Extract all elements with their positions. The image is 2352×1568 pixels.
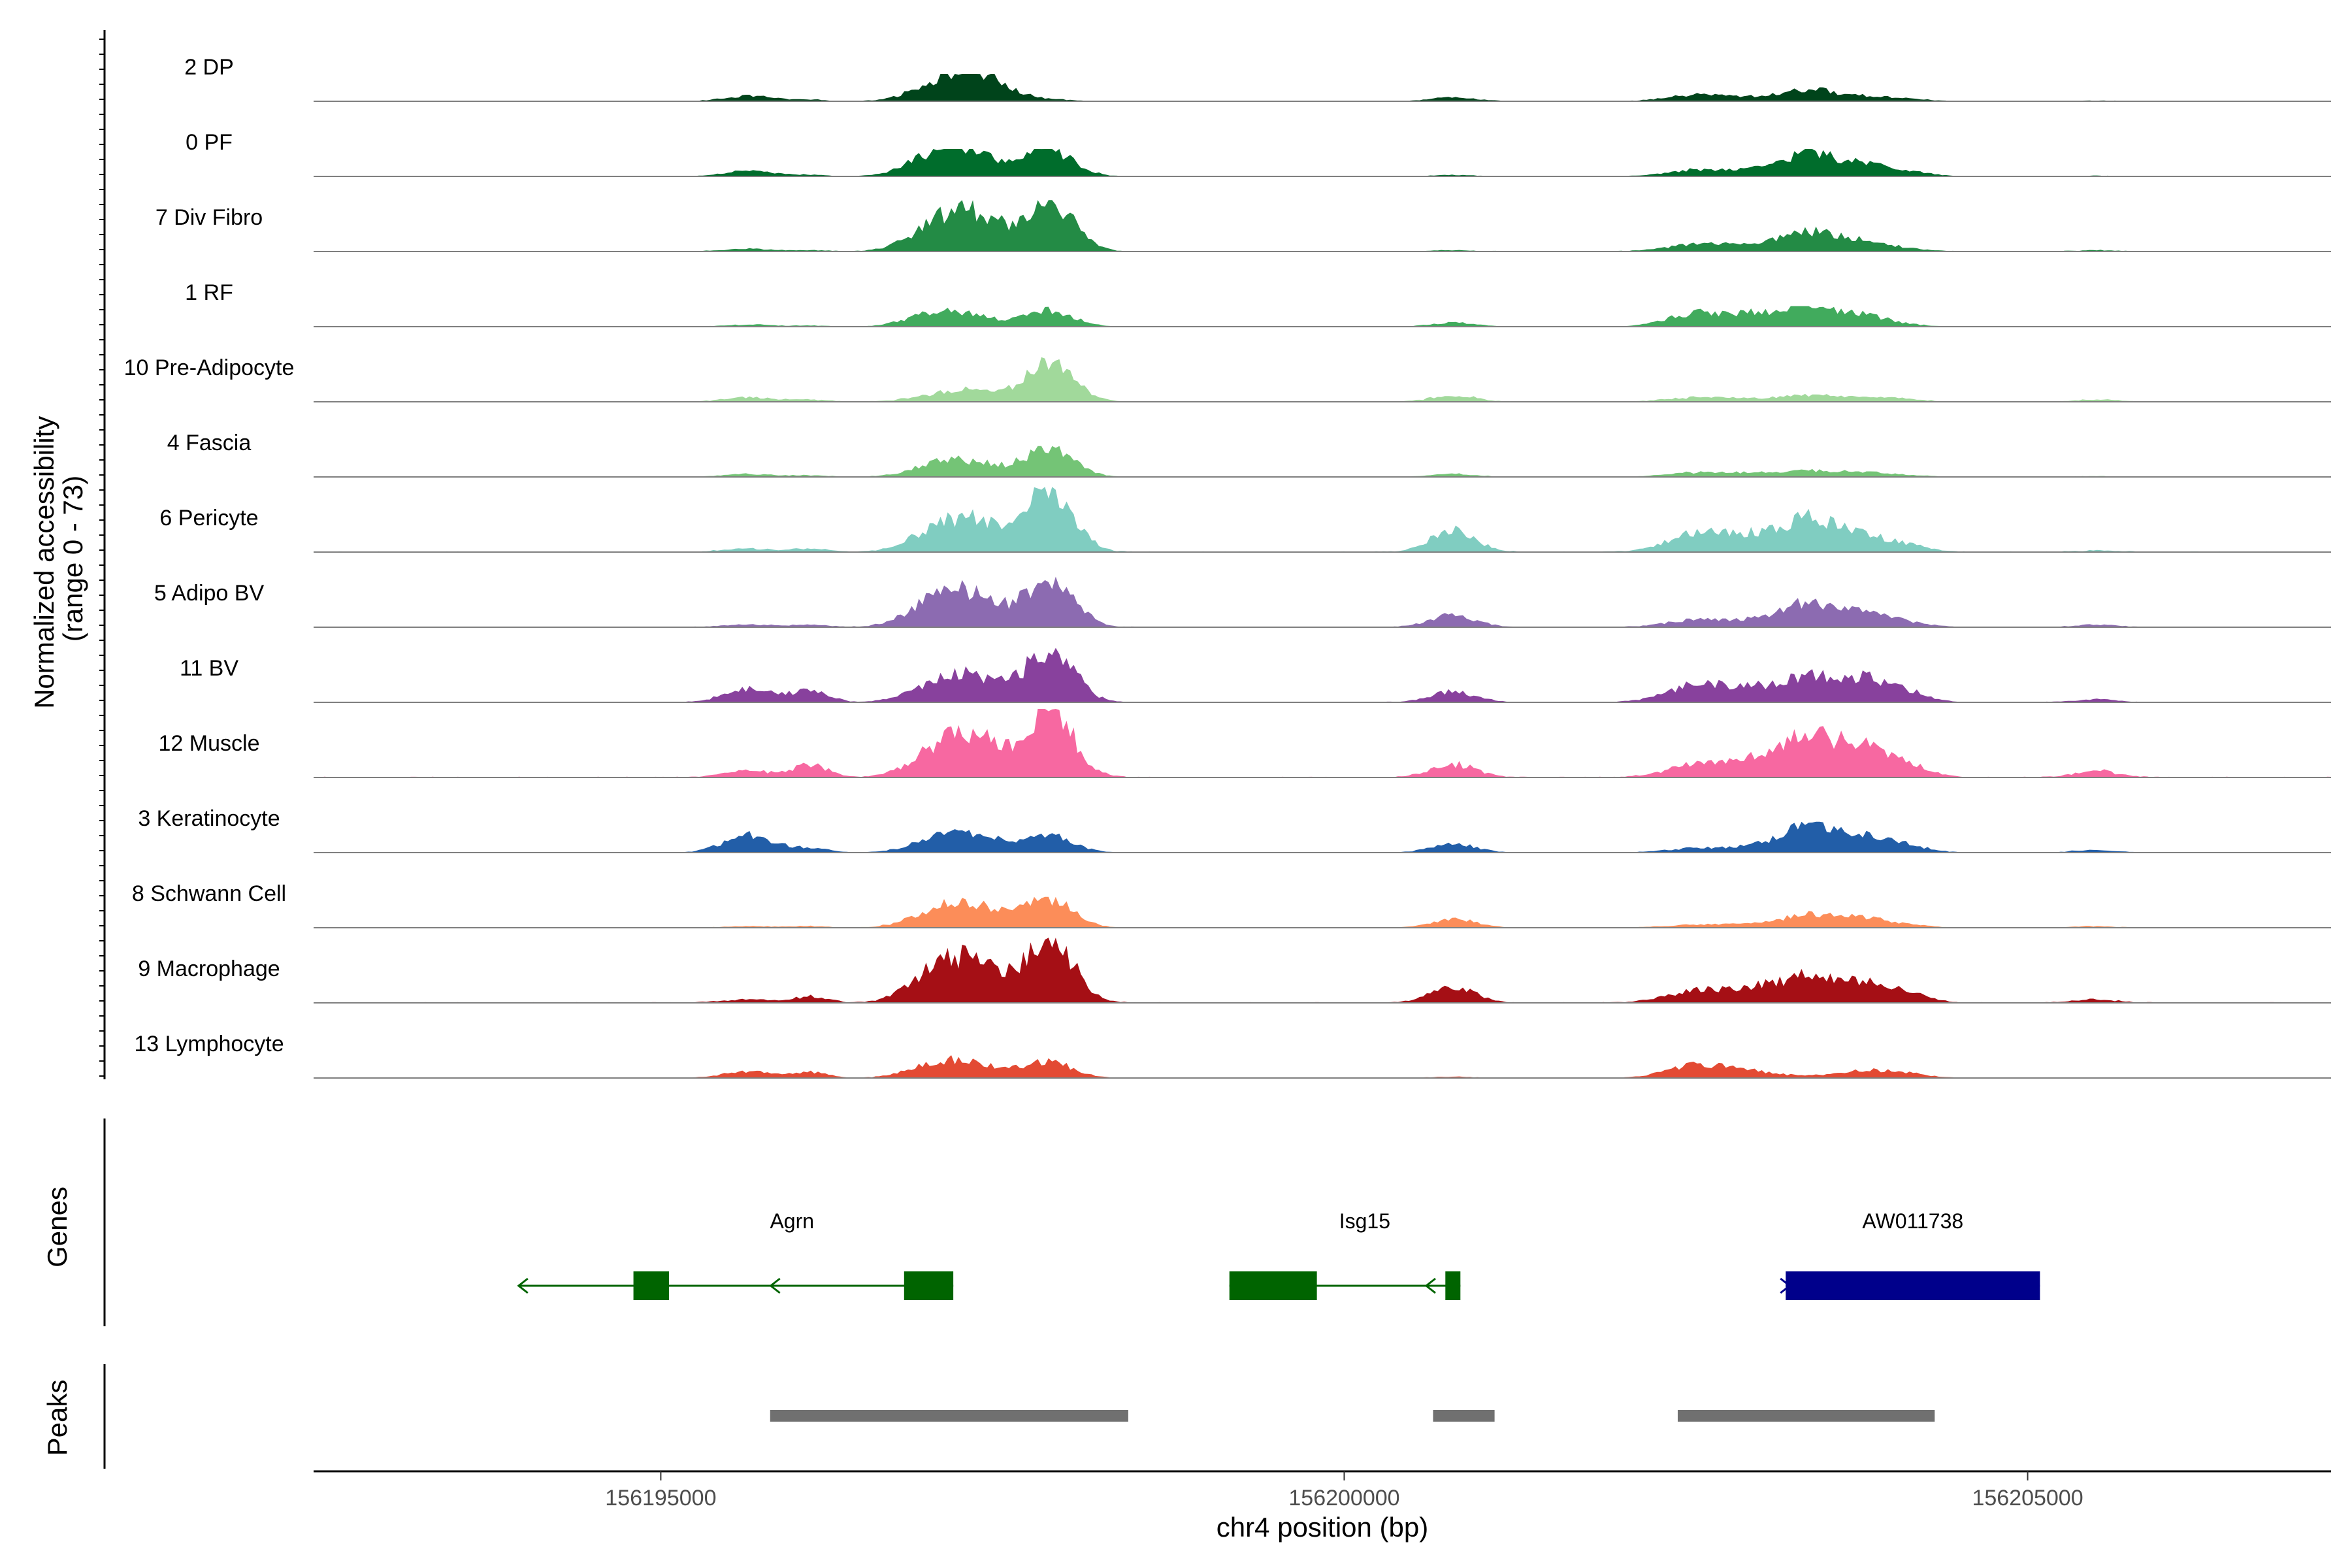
x-tick-label: 156200000 bbox=[1288, 1486, 1399, 1511]
gene-exon bbox=[633, 1271, 669, 1300]
track-label: 0 PF bbox=[186, 130, 233, 155]
track-label: 13 Lymphocyte bbox=[134, 1032, 284, 1056]
track-label: 9 Macrophage bbox=[138, 956, 280, 981]
coverage-track: 0 PF bbox=[186, 130, 2331, 177]
coverage-area bbox=[314, 306, 2331, 327]
gene-label: Isg15 bbox=[1339, 1209, 1390, 1233]
track-label: 2 DP bbox=[184, 55, 234, 80]
peak-regions bbox=[770, 1410, 1935, 1422]
gene-annotations: Agrn Isg15 AW011738 bbox=[517, 1209, 2040, 1300]
gene-model: AW011738 bbox=[1780, 1209, 2040, 1300]
coverage-area bbox=[314, 200, 2331, 252]
coverage-area bbox=[314, 487, 2331, 552]
coverage-area bbox=[314, 938, 2331, 1003]
strand-arrow bbox=[1424, 1277, 1436, 1294]
gene-exon bbox=[1786, 1271, 2040, 1300]
coverage-area bbox=[314, 446, 2331, 477]
coverage-area bbox=[314, 1055, 2331, 1078]
coverage-track: 10 Pre-Adipocyte bbox=[124, 355, 2331, 402]
coverage-area bbox=[314, 357, 2331, 402]
track-label: 3 Keratinocyte bbox=[138, 806, 280, 831]
genes-panel-title: Genes bbox=[42, 1186, 73, 1267]
coverage-track: 7 Div Fibro bbox=[155, 200, 2331, 252]
coverage-track: 8 Schwann Cell bbox=[132, 881, 2331, 928]
gene-model: Isg15 bbox=[1229, 1209, 1461, 1300]
x-axis-title: chr4 position (bp) bbox=[1217, 1512, 1429, 1543]
coverage-track: 3 Keratinocyte bbox=[138, 806, 2331, 853]
coverage-area bbox=[314, 149, 2331, 176]
coverage-area bbox=[314, 896, 2331, 928]
coverage-track: 2 DP bbox=[184, 55, 2331, 102]
coverage-area bbox=[314, 576, 2331, 627]
coverage-track: 5 Adipo BV bbox=[154, 576, 2331, 628]
gene-label: AW011738 bbox=[1862, 1209, 1963, 1233]
peaks-panel-title: Peaks bbox=[42, 1380, 73, 1456]
x-axis-ticks: 156195000 156200000 156205000 bbox=[605, 1471, 2083, 1511]
track-label: 6 Pericyte bbox=[159, 506, 258, 531]
gene-exon bbox=[904, 1271, 954, 1300]
coverage-track: 4 Fascia bbox=[167, 431, 2331, 478]
coverage-area bbox=[314, 647, 2331, 702]
gene-exon bbox=[1445, 1271, 1461, 1300]
track-label: 4 Fascia bbox=[167, 431, 252, 455]
peak-bar bbox=[1677, 1410, 1935, 1422]
coverage-track: 13 Lymphocyte bbox=[134, 1032, 2331, 1079]
track-label: 1 RF bbox=[185, 280, 233, 305]
y-axis-title-line2: (range 0 - 73) bbox=[57, 476, 88, 642]
coverage-track: 1 RF bbox=[185, 280, 2331, 327]
coverage-y-axis-ticks bbox=[99, 39, 105, 1077]
strand-arrow bbox=[517, 1277, 529, 1294]
x-tick-label: 156205000 bbox=[1972, 1486, 2083, 1511]
peak-bar bbox=[770, 1410, 1128, 1422]
gene-exon bbox=[1229, 1271, 1317, 1300]
y-axis-title-line1: Normalized accessibility bbox=[29, 416, 59, 709]
y-axis-title: Normalized accessibility (range 0 - 73) bbox=[29, 408, 88, 709]
coverage-area bbox=[314, 821, 2331, 853]
coverage-track: 9 Macrophage bbox=[138, 938, 2331, 1004]
coverage-area bbox=[314, 709, 2331, 777]
track-label: 5 Adipo BV bbox=[154, 581, 265, 606]
coverage-track: 11 BV bbox=[180, 647, 2331, 703]
track-label: 11 BV bbox=[180, 656, 238, 681]
coverage-track: 6 Pericyte bbox=[159, 487, 2331, 553]
track-label: 8 Schwann Cell bbox=[132, 881, 286, 906]
gene-model: Agrn bbox=[517, 1209, 954, 1300]
coverage-track: 12 Muscle bbox=[159, 709, 2331, 778]
coverage-tracks: 2 DP 0 PF 7 Div Fibro 1 RF 10 Pre-Adipocyte 4… bbox=[124, 55, 2331, 1079]
gene-label: Agrn bbox=[770, 1209, 814, 1233]
coverage-area bbox=[314, 74, 2331, 101]
track-label: 7 Div Fibro bbox=[155, 205, 263, 230]
x-tick-label: 156195000 bbox=[605, 1486, 716, 1511]
strand-arrow bbox=[769, 1277, 781, 1294]
track-label: 10 Pre-Adipocyte bbox=[124, 355, 295, 380]
track-label: 12 Muscle bbox=[159, 731, 260, 756]
peak-bar bbox=[1433, 1410, 1495, 1422]
